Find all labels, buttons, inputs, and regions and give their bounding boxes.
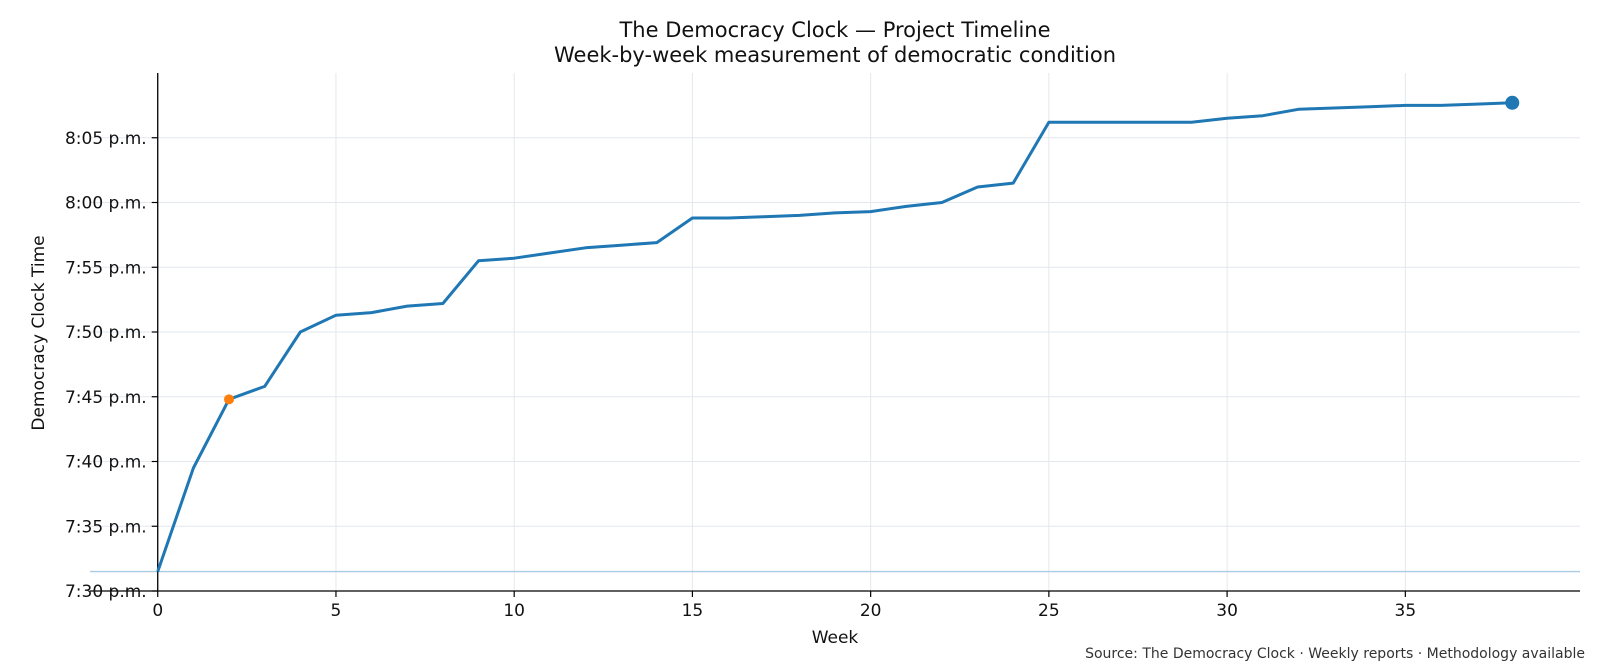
chart-subtitle: Week-by-week measurement of democratic c… bbox=[554, 43, 1116, 67]
series bbox=[156, 95, 1520, 573]
y-tick-label: 7:35 p.m. bbox=[65, 517, 147, 537]
y-tick-label: 7:50 p.m. bbox=[65, 323, 147, 343]
x-tick-label: 10 bbox=[503, 601, 525, 621]
y-tick-label: 7:55 p.m. bbox=[65, 258, 147, 278]
chart-title: The Democracy Clock — Project Timeline bbox=[618, 18, 1050, 42]
x-tick-label: 0 bbox=[152, 601, 163, 621]
x-tick-label: 15 bbox=[682, 601, 704, 621]
x-axis-label: Week bbox=[812, 628, 859, 648]
series-line bbox=[156, 101, 1513, 573]
x-tick-label: 5 bbox=[331, 601, 342, 621]
x-tick-label: 35 bbox=[1395, 601, 1417, 621]
end-point bbox=[1505, 95, 1520, 110]
highlight-point bbox=[224, 394, 235, 405]
y-tick-label: 7:40 p.m. bbox=[65, 453, 147, 473]
y-tick-label: 7:30 p.m. bbox=[65, 582, 147, 602]
source-note: Source: The Democracy Clock · Weekly rep… bbox=[1085, 646, 1585, 662]
grid bbox=[90, 73, 1580, 592]
y-tick-label: 7:45 p.m. bbox=[65, 388, 147, 408]
x-tick-label: 20 bbox=[860, 601, 882, 621]
y-tick-label: 8:00 p.m. bbox=[65, 194, 147, 214]
y-axis-label: Democracy Clock Time bbox=[29, 235, 49, 430]
x-axis-ticks: 0 5 10 15 20 25 30 35 bbox=[152, 591, 1416, 621]
x-tick-label: 25 bbox=[1038, 601, 1060, 621]
x-tick-label: 30 bbox=[1216, 601, 1238, 621]
y-tick-label: 8:05 p.m. bbox=[65, 129, 147, 149]
y-axis-ticks: 7:30 p.m. 7:35 p.m. 7:40 p.m. 7:45 p.m. 7:50… bbox=[65, 129, 158, 602]
